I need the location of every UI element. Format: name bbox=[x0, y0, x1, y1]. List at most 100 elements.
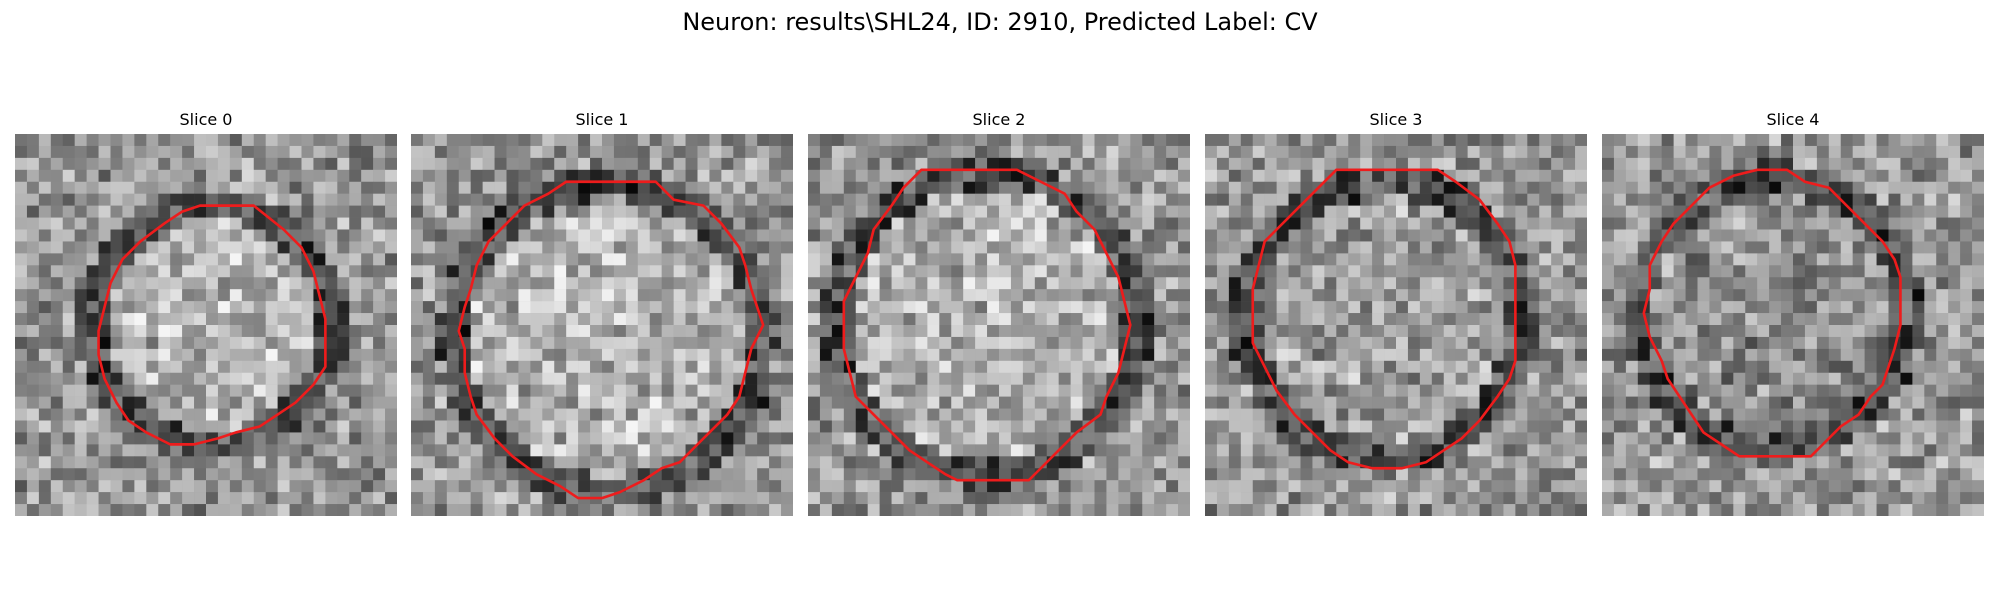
image-pixel bbox=[1900, 169, 1913, 182]
image-pixel bbox=[361, 145, 374, 159]
image-pixel bbox=[1166, 253, 1179, 266]
image-pixel bbox=[1130, 480, 1143, 493]
image-pixel bbox=[1082, 432, 1095, 445]
image-pixel bbox=[1491, 468, 1504, 481]
image-pixel bbox=[1697, 348, 1710, 362]
image-pixel bbox=[1130, 360, 1143, 373]
image-pixel bbox=[1106, 229, 1119, 242]
image-pixel bbox=[1264, 348, 1277, 362]
image-pixel bbox=[482, 372, 495, 385]
image-pixel bbox=[1360, 480, 1373, 493]
image-pixel bbox=[229, 157, 243, 171]
image-pixel bbox=[649, 408, 662, 421]
image-pixel bbox=[975, 420, 988, 433]
image-pixel bbox=[1673, 313, 1686, 326]
image-pixel bbox=[1154, 456, 1167, 469]
image-pixel bbox=[1661, 325, 1674, 338]
image-pixel bbox=[554, 205, 567, 218]
image-pixel bbox=[349, 217, 362, 230]
image-pixel bbox=[1240, 504, 1253, 516]
image-pixel bbox=[482, 145, 495, 159]
image-pixel bbox=[446, 277, 459, 290]
image-pixel bbox=[1515, 157, 1528, 171]
image-pixel bbox=[50, 181, 63, 194]
image-pixel bbox=[649, 480, 662, 493]
image-pixel bbox=[939, 480, 952, 493]
image-pixel bbox=[1912, 408, 1925, 421]
image-pixel bbox=[891, 301, 904, 314]
image-pixel bbox=[1637, 169, 1650, 182]
image-pixel bbox=[661, 336, 674, 350]
image-pixel bbox=[1852, 420, 1865, 433]
image-pixel bbox=[482, 480, 495, 493]
image-pixel bbox=[361, 134, 374, 147]
image-pixel bbox=[1228, 456, 1242, 469]
image-pixel bbox=[721, 181, 734, 194]
image-pixel bbox=[819, 229, 833, 242]
image-pixel bbox=[1924, 420, 1937, 433]
image-pixel bbox=[999, 325, 1012, 338]
image-pixel bbox=[1264, 241, 1277, 254]
image-pixel bbox=[939, 444, 952, 457]
image-pixel bbox=[1467, 444, 1480, 457]
image-pixel bbox=[1372, 289, 1385, 302]
image-pixel bbox=[518, 241, 531, 254]
image-pixel bbox=[808, 169, 821, 182]
image-pixel bbox=[1252, 313, 1265, 326]
image-pixel bbox=[182, 217, 195, 230]
image-pixel bbox=[446, 360, 459, 373]
image-pixel bbox=[721, 169, 734, 182]
image-pixel bbox=[361, 181, 374, 194]
image-pixel bbox=[1384, 241, 1397, 254]
image-pixel bbox=[649, 205, 662, 218]
image-pixel bbox=[1769, 372, 1782, 385]
image-pixel bbox=[1288, 420, 1301, 433]
image-pixel bbox=[1082, 145, 1095, 159]
image-pixel bbox=[146, 348, 159, 362]
image-pixel bbox=[1479, 265, 1492, 278]
image-pixel bbox=[26, 468, 40, 481]
image-pixel bbox=[217, 468, 231, 481]
image-pixel bbox=[867, 301, 880, 314]
image-pixel bbox=[1228, 468, 1242, 481]
image-pixel bbox=[1972, 372, 1984, 385]
image-pixel bbox=[1166, 468, 1179, 481]
image-pixel bbox=[1252, 456, 1265, 469]
image-pixel bbox=[241, 396, 254, 409]
image-pixel bbox=[1094, 301, 1107, 314]
image-pixel bbox=[843, 325, 856, 338]
image-pixel bbox=[1637, 205, 1650, 218]
image-pixel bbox=[1960, 217, 1973, 230]
image-pixel bbox=[1816, 217, 1830, 230]
image-pixel bbox=[542, 504, 555, 516]
image-pixel bbox=[578, 169, 591, 182]
image-pixel bbox=[709, 181, 722, 194]
image-pixel bbox=[241, 265, 254, 278]
image-pixel bbox=[494, 372, 507, 385]
image-pixel bbox=[373, 145, 386, 159]
image-pixel bbox=[530, 504, 543, 516]
image-pixel bbox=[1673, 325, 1686, 338]
image-pixel bbox=[506, 336, 519, 350]
image-pixel bbox=[939, 432, 952, 445]
image-pixel bbox=[1034, 134, 1047, 147]
image-pixel bbox=[1205, 205, 1218, 218]
image-pixel bbox=[411, 432, 424, 445]
image-pixel bbox=[217, 253, 231, 266]
image-pixel bbox=[1852, 384, 1865, 397]
image-pixel bbox=[1336, 348, 1349, 362]
image-pixel bbox=[265, 253, 278, 266]
image-pixel bbox=[1396, 145, 1409, 159]
image-pixel bbox=[1685, 241, 1698, 254]
image-pixel bbox=[1697, 360, 1710, 373]
image-pixel bbox=[578, 444, 591, 457]
image-pixel bbox=[1034, 408, 1047, 421]
image-pixel bbox=[1118, 217, 1131, 230]
image-pixel bbox=[253, 217, 266, 230]
image-pixel bbox=[361, 193, 374, 206]
image-pixel bbox=[1733, 265, 1746, 278]
image-pixel bbox=[530, 336, 543, 350]
image-pixel bbox=[1539, 325, 1552, 338]
image-pixel bbox=[1118, 169, 1131, 182]
image-pixel bbox=[325, 145, 338, 159]
